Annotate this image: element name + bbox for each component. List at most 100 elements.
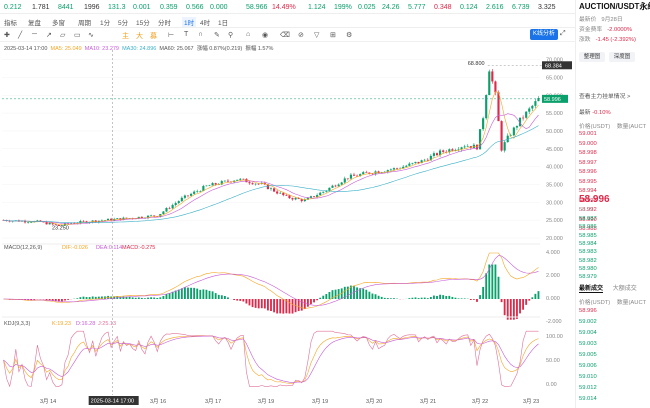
tab-latest-trades[interactable]: 最新成交 xyxy=(579,286,604,293)
bid-price[interactable]: 58.980 xyxy=(579,265,597,272)
candle-body xyxy=(205,185,208,187)
kline-chart[interactable]: 70.00065.00060.00055.00050.00045.00040.0… xyxy=(0,0,575,408)
interval-1m[interactable]: 1分 xyxy=(100,20,111,27)
bid-price[interactable]: 58.979 xyxy=(579,274,597,281)
ask-price[interactable]: 58.997 xyxy=(579,159,597,166)
chart-tab-button[interactable]: 整理图 xyxy=(579,52,605,62)
bid-price[interactable]: 58.982 xyxy=(579,257,597,264)
candle-body xyxy=(469,146,472,148)
bid-price[interactable]: 58.985 xyxy=(579,232,597,239)
indicators-button[interactable]: 指标 xyxy=(4,20,17,27)
date-axis-label: 3月 22 xyxy=(472,398,488,405)
interval-15m[interactable]: 15分 xyxy=(136,20,150,27)
ask-price[interactable]: 58.996 xyxy=(579,169,597,175)
crosshair-icon[interactable]: ✚ xyxy=(4,32,10,39)
candle-body xyxy=(534,101,537,106)
ruler-icon[interactable]: ⊢ xyxy=(168,32,175,39)
price-axis-label: 25.000 xyxy=(546,218,563,224)
kline-analysis-button[interactable]: K线分析 xyxy=(530,29,558,40)
wave-icon[interactable]: ∿ xyxy=(88,32,94,39)
clean-icon[interactable]: ⊘ xyxy=(298,32,304,39)
interval-5m[interactable]: 5分 xyxy=(118,20,129,27)
brush-icon[interactable]: ✎ xyxy=(214,32,220,39)
expand-icon[interactable]: ⤢ xyxy=(560,30,566,37)
ob-qty-col: 数量(AUCT xyxy=(616,124,647,130)
ob-header: 价格(USDT) 数量(AUCT xyxy=(579,121,646,130)
ticker-value: 0.359 xyxy=(160,4,178,11)
ask-price[interactable]: 58.988 xyxy=(579,226,597,232)
candle-body xyxy=(454,149,457,151)
candle-body xyxy=(42,221,45,223)
macd-axis-label: 0.000 xyxy=(546,296,560,302)
trash-icon[interactable]: ⌫ xyxy=(280,32,290,39)
ticker-value: 5.777 xyxy=(408,4,426,11)
ask-price[interactable]: 58.993 xyxy=(579,197,597,204)
main-indicator-icon[interactable]: 主 xyxy=(122,33,129,40)
candle-body xyxy=(408,163,411,166)
bid-price[interactable]: 58.986 xyxy=(579,224,597,231)
candle-body xyxy=(199,190,202,192)
settings-icon[interactable]: ⚙ xyxy=(346,32,353,39)
interval-1h[interactable]: 1时 xyxy=(182,17,197,27)
macd-line xyxy=(3,255,539,306)
ask-price[interactable]: 59.001 xyxy=(579,131,597,137)
rect-icon[interactable]: ▭ xyxy=(74,32,81,39)
candle-body xyxy=(478,129,482,150)
tab-large-trades[interactable]: 大额成交 xyxy=(612,286,637,292)
bid-price[interactable]: 58.987 xyxy=(579,216,597,222)
multi-window-button[interactable]: 多窗 xyxy=(52,20,65,27)
candle-body xyxy=(150,215,153,217)
ask-price[interactable]: 58.998 xyxy=(579,150,597,156)
crosshair-date-tag xyxy=(88,396,139,405)
ask-price[interactable]: 58.990 xyxy=(579,216,597,223)
fund-indicator-icon[interactable]: 募 xyxy=(150,33,157,40)
eye-icon[interactable]: ◉ xyxy=(262,32,269,39)
kdj-j: J:25.13 xyxy=(98,321,116,327)
main-force-link[interactable]: 查看主力挂单情况 > xyxy=(579,94,631,100)
pin-icon[interactable]: ⚲ xyxy=(228,32,234,39)
candle-body xyxy=(537,98,540,102)
ticker-value: 0.124 xyxy=(460,4,478,11)
interval-1d[interactable]: 1日 xyxy=(218,20,229,27)
price-axis-label: 65.000 xyxy=(546,75,563,81)
magnet-icon[interactable]: ∩ xyxy=(198,31,204,38)
candle-body xyxy=(531,105,534,109)
line-icon[interactable]: ╱ xyxy=(18,32,23,39)
candle-body xyxy=(503,142,506,151)
lock-icon[interactable]: ⌂ xyxy=(246,31,251,38)
channel-icon[interactable]: ▱ xyxy=(60,32,66,39)
candle-body xyxy=(491,71,494,82)
ma-line xyxy=(3,91,539,226)
candle-body xyxy=(466,146,469,147)
ask-price[interactable]: 58.992 xyxy=(579,207,597,213)
ask-price[interactable]: 59.000 xyxy=(579,140,597,147)
interval-timeshare[interactable]: 分时 xyxy=(158,20,171,27)
macd-dea: DEA:0.114 xyxy=(96,245,122,251)
ma-legend: 2025-03-14 17:00 MA5: 25.049 MA10: 23.27… xyxy=(4,44,273,52)
depth-tab-button[interactable]: 深度图 xyxy=(609,52,635,62)
interval-4h[interactable]: 4时 xyxy=(200,20,211,27)
candle-body xyxy=(168,208,171,209)
bid-price[interactable]: 58.984 xyxy=(579,240,597,247)
bid-price[interactable]: 58.983 xyxy=(579,249,597,256)
ray-icon[interactable]: ↗ xyxy=(46,32,52,39)
period-button[interactable]: 周期 xyxy=(78,20,91,27)
ask-price[interactable]: 58.995 xyxy=(579,178,597,185)
candle-body xyxy=(359,174,362,177)
hline-icon[interactable]: ─ xyxy=(32,31,37,38)
candle-body xyxy=(494,81,497,93)
top-price-tag-text: 68.384 xyxy=(545,63,562,69)
trade-price: 59.003 xyxy=(579,341,597,347)
filter-icon[interactable]: ▽ xyxy=(314,32,320,39)
candle-body xyxy=(300,198,303,202)
big-indicator-icon[interactable]: 大 xyxy=(136,33,143,40)
ask-price[interactable]: 58.994 xyxy=(579,188,597,194)
ticker-value: 0.566 xyxy=(186,4,204,11)
compare-button[interactable]: 复盘 xyxy=(28,20,41,27)
text-icon[interactable]: T xyxy=(184,31,189,38)
candle-body xyxy=(346,178,349,180)
candle-body xyxy=(211,183,214,186)
layout-icon[interactable]: ⊞ xyxy=(330,32,336,39)
price-axis-label: 30.000 xyxy=(546,200,563,206)
candle-body xyxy=(312,196,316,197)
